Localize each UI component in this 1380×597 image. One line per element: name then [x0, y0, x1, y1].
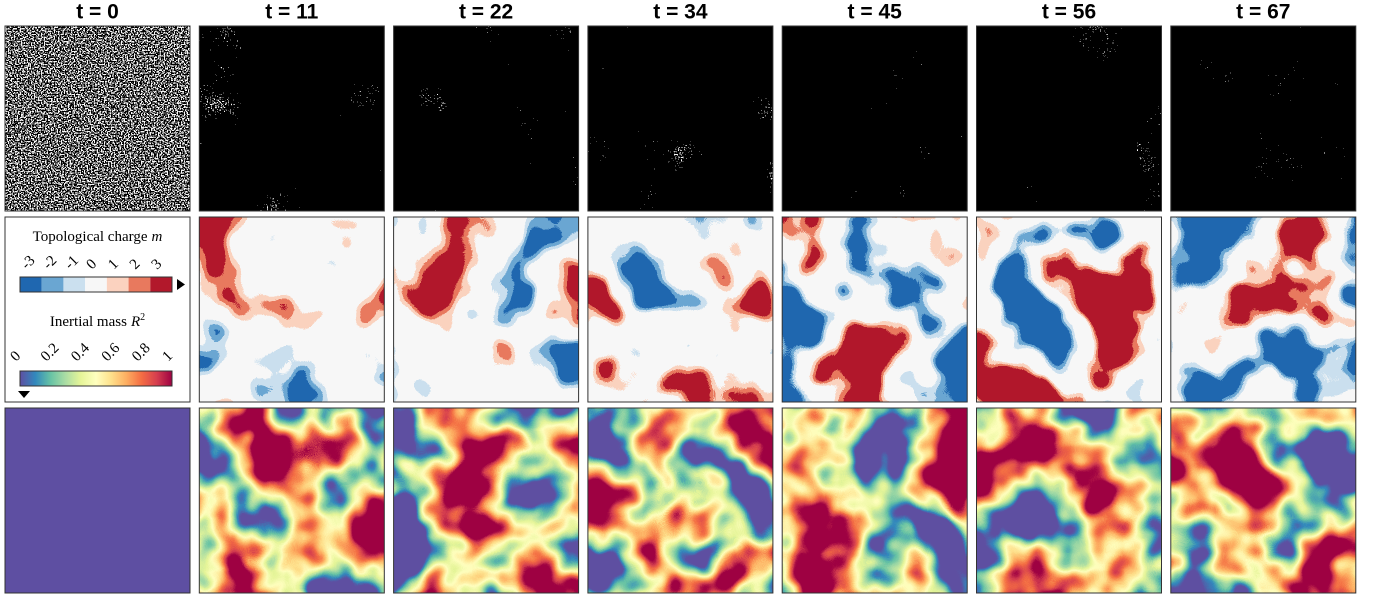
- charge-panel: [393, 217, 579, 402]
- mass-panel: [5, 408, 190, 593]
- charge-swatch: [128, 277, 151, 292]
- mass-panel: [782, 408, 968, 593]
- particle-panel: [5, 26, 190, 211]
- particle-panel: [587, 26, 773, 211]
- panel-frame: [4, 25, 191, 212]
- panel-frame: [198, 407, 385, 594]
- mass-panel: [199, 408, 385, 593]
- charge-label-text: Topological charge: [33, 229, 148, 245]
- panel-frame: [587, 216, 774, 403]
- panel-frame: [976, 407, 1162, 594]
- charge-panel: [782, 217, 968, 402]
- particle-panel: [1170, 26, 1356, 211]
- column-title: t = 67: [1236, 1, 1290, 24]
- charge-label: Topological charge m: [33, 229, 163, 245]
- panel-frame: [781, 25, 968, 212]
- mass-label: Inertial mass R2: [50, 312, 145, 330]
- charge-swatch: [150, 277, 172, 292]
- charge-panel: [976, 217, 1162, 402]
- panel-frame: [1170, 407, 1357, 594]
- charge-swatch: [41, 277, 64, 292]
- column-title: t = 22: [459, 1, 513, 24]
- extend-arrow: [177, 279, 185, 290]
- particle-panel: [782, 26, 968, 211]
- panel-frame: [393, 407, 580, 594]
- panel-frame: [976, 25, 1162, 212]
- mass-panel: [976, 408, 1162, 593]
- panel-frame: [781, 407, 968, 594]
- column-title: t = 45: [848, 1, 903, 24]
- charge-panel: [1170, 217, 1356, 402]
- charge-bar-frame: [19, 276, 173, 293]
- panel-frame: [976, 216, 1162, 403]
- panel-frame: [781, 216, 968, 403]
- panel-frame: [198, 216, 385, 403]
- particle-panel: [976, 26, 1162, 211]
- charge-swatch: [106, 277, 129, 292]
- mass-colorbar: [19, 370, 173, 387]
- mass-symbol: R: [130, 314, 140, 330]
- particle-panel: [199, 26, 385, 211]
- column-title: t = 56: [1042, 1, 1096, 24]
- charge-swatch: [20, 277, 42, 292]
- mass-panel: [1170, 408, 1356, 593]
- column-title: t = 34: [653, 1, 708, 24]
- mass-label-text: Inertial mass: [50, 314, 127, 330]
- panel-frame: [198, 25, 385, 212]
- mass-panel: [393, 408, 579, 593]
- particle-panel: [393, 26, 579, 211]
- panel-frame: [393, 25, 580, 212]
- charge-swatch: [63, 277, 86, 292]
- extend-arrow: [18, 391, 30, 398]
- panel-frame: [393, 216, 580, 403]
- charge-swatch: [85, 277, 107, 292]
- panel-frame: [1170, 216, 1357, 403]
- panel-frame: [1170, 25, 1357, 212]
- charge-panel: [587, 217, 773, 402]
- panel-frame: [4, 407, 191, 594]
- column-title: t = 11: [265, 1, 318, 24]
- column-title: t = 0: [76, 1, 119, 24]
- panel-frame: [587, 25, 774, 212]
- charge-symbol: m: [152, 229, 163, 245]
- charge-panel: [199, 217, 385, 402]
- panel-frame: [587, 407, 774, 594]
- mass-exponent: 2: [140, 312, 145, 323]
- mass-panel: [587, 408, 773, 593]
